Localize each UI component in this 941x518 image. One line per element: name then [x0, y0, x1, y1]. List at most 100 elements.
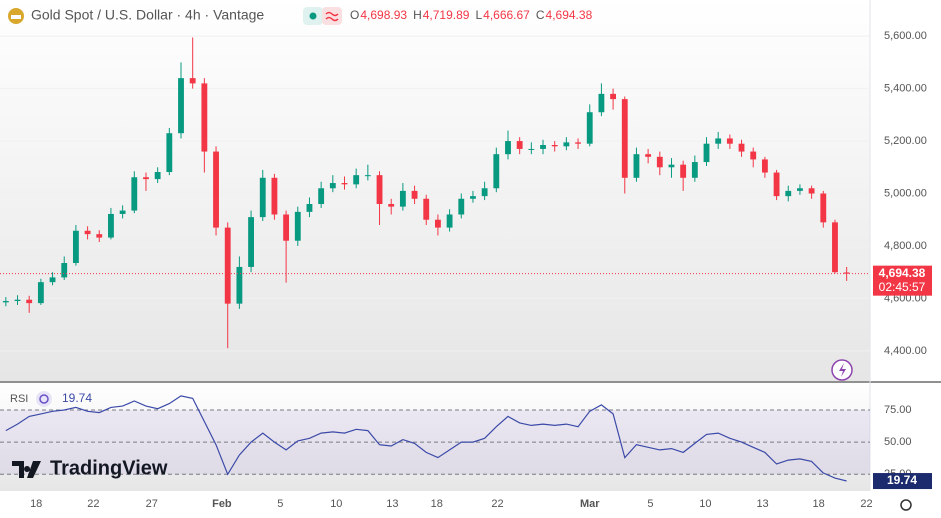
brand-name: TradingView — [50, 457, 168, 479]
x-tick-label: 5 — [647, 498, 653, 510]
candle-body — [528, 148, 535, 150]
x-tick-label: 10 — [699, 498, 711, 510]
candle-body — [224, 227, 231, 304]
candle-body — [166, 133, 173, 173]
rsi-icon[interactable] — [36, 391, 52, 407]
candle-body — [388, 204, 395, 207]
candle-body — [248, 217, 254, 267]
rsi-tick-label: 75.00 — [884, 404, 912, 416]
x-tick-label: 22 — [491, 498, 503, 510]
candle-body — [715, 138, 722, 144]
ohlc-value: 4,666.67 — [483, 8, 530, 22]
ohlc-value: 4,698.93 — [360, 8, 407, 22]
candle-body — [411, 190, 418, 199]
y-tick-label: 4,800.00 — [884, 240, 927, 252]
candle-body — [84, 230, 91, 235]
x-tick-label: 22 — [860, 498, 872, 510]
rsi-value: 19.74 — [62, 391, 92, 405]
candle-body — [470, 196, 476, 199]
candle-body — [726, 138, 733, 144]
ohlc-key: H — [413, 8, 422, 22]
status-dot — [309, 12, 317, 20]
candle-body — [610, 93, 617, 100]
candle-body — [820, 193, 827, 223]
candle-body — [446, 214, 453, 228]
candle-body — [364, 175, 371, 177]
ohlc-value: 4,719.89 — [423, 8, 470, 22]
candle-body — [178, 78, 184, 134]
x-tick-label: 5 — [277, 498, 283, 510]
candle-body — [750, 151, 757, 160]
candle-body — [376, 175, 383, 205]
candle-body — [435, 219, 441, 228]
bar-countdown: 02:45:57 — [879, 280, 926, 294]
candle-body — [773, 172, 780, 197]
candle-body — [14, 299, 21, 302]
candle-body — [189, 78, 196, 84]
x-tick-label: 18 — [30, 498, 42, 510]
symbol-icon-bar — [11, 15, 21, 19]
candle-body — [785, 190, 792, 197]
status-wave — [325, 11, 339, 22]
candle-body — [761, 159, 768, 173]
candle-body — [832, 222, 838, 273]
ohlc-header: O 4,698.93 H 4,719.89 L 4,666.67 C 4,694.38 — [350, 8, 593, 22]
candle-body — [481, 188, 488, 197]
candle-body — [843, 272, 850, 274]
candle-body — [154, 172, 161, 180]
candle-body — [423, 198, 430, 220]
candle-body — [108, 213, 114, 238]
y-tick-label: 5,400.00 — [884, 83, 927, 95]
x-tick-label: Feb — [212, 498, 232, 510]
rsi-pane — [0, 383, 870, 491]
candle-body — [505, 141, 511, 155]
candle-body — [586, 112, 593, 144]
candle-body — [668, 164, 675, 168]
candle-body — [563, 142, 570, 147]
x-tick-label: Mar — [580, 498, 600, 510]
x-tick-label: 10 — [330, 498, 342, 510]
candle-body — [131, 177, 138, 211]
candle-body — [259, 177, 266, 218]
y-tick-label: 5,600.00 — [884, 30, 927, 42]
candle-body — [399, 190, 406, 207]
candle-body — [353, 175, 360, 185]
brand-logo — [12, 461, 41, 478]
ohlc-key: C — [536, 8, 545, 22]
rsi-tag-value: 19.74 — [887, 473, 917, 487]
x-tick-label: 13 — [386, 498, 398, 510]
x-tick-label: 18 — [812, 498, 824, 510]
candle-body — [49, 277, 56, 283]
candle-body — [493, 154, 500, 189]
candle-body — [458, 198, 465, 215]
candle-body — [119, 210, 126, 214]
candle-body — [37, 282, 44, 304]
candle-body — [551, 145, 558, 147]
candle-body — [26, 299, 33, 304]
x-tick-label: 18 — [431, 498, 443, 510]
rsi-tag — [873, 473, 932, 490]
ohlc-key: O — [350, 8, 359, 22]
status-pill[interactable] — [322, 7, 342, 25]
candle-body — [306, 204, 313, 212]
settings-button[interactable] — [900, 499, 912, 511]
y-tick-label: 5,200.00 — [884, 135, 927, 147]
x-tick-label: 13 — [756, 498, 768, 510]
candle-body — [797, 188, 803, 191]
ohlc-key: L — [475, 8, 482, 22]
y-tick-label: 4,400.00 — [884, 345, 927, 357]
candle-body — [61, 263, 68, 278]
candle-body — [633, 154, 640, 178]
candle-body — [341, 183, 348, 185]
candle-body — [516, 141, 523, 149]
candle-body — [540, 145, 546, 149]
candle-body — [236, 266, 243, 304]
candle-body — [72, 230, 79, 264]
last-price-value: 4,694.38 — [879, 266, 926, 280]
candle-body — [598, 93, 605, 113]
y-tick-label: 5,000.00 — [884, 187, 927, 199]
candle-body — [283, 214, 290, 241]
rsi-label: RSI — [10, 393, 28, 405]
ohlc-value: 4,694.38 — [546, 8, 593, 22]
